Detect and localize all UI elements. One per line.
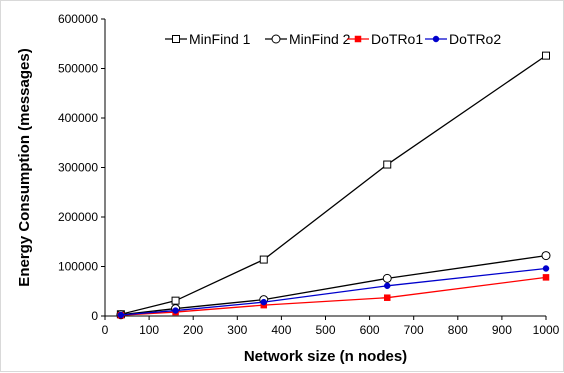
y-tick-label: 400000	[58, 111, 98, 125]
series-dotro2	[117, 265, 550, 319]
legend-item-dotro2: DoTRo2	[425, 31, 501, 47]
series-layer	[116, 51, 551, 320]
data-point-dotro2	[117, 311, 125, 319]
legend-marker-dotro1	[354, 35, 362, 43]
y-tick-label: 100000	[58, 260, 98, 274]
x-tick-label: 700	[404, 323, 424, 337]
y-tick-label: 0	[91, 309, 98, 323]
x-ticks: 0 100 200 300 400 500 600 700 800 900 1000	[102, 316, 560, 337]
y-tick-label: 200000	[58, 210, 98, 224]
x-tick-label: 600	[360, 323, 380, 337]
axes	[104, 19, 546, 317]
x-axis-title: Network size (n nodes)	[244, 348, 407, 365]
y-tick-label: 600000	[58, 12, 98, 26]
data-point-minfind-1	[383, 160, 392, 169]
x-tick-label: 500	[315, 323, 335, 337]
data-point-dotro2	[383, 282, 391, 290]
data-point-minfind-1	[542, 51, 550, 60]
legend-marker-minfind-1	[172, 35, 180, 43]
data-point-minfind-2	[382, 273, 392, 283]
x-tick-label: 100	[139, 323, 159, 337]
legend-label-minfind-2: MinFind 2	[289, 31, 351, 47]
data-point-minfind-1	[259, 255, 268, 264]
series-minfind-1	[116, 51, 550, 319]
data-point-dotro2	[260, 298, 268, 306]
y-ticks: 0 100000 200000 300000 400000 500000 600000	[58, 12, 105, 323]
x-tick-label: 400	[271, 323, 291, 337]
legend-label-minfind-1: MinFind 1	[189, 31, 251, 47]
legend-item-minfind-2: MinFind 2	[265, 31, 351, 47]
legend-label-dotro1: DoTRo1	[371, 31, 423, 47]
x-tick-label: 300	[227, 323, 247, 337]
legend-marker-dotro2	[432, 35, 440, 43]
legend-marker-minfind-2	[271, 34, 281, 44]
x-tick-label: 1000	[533, 323, 560, 337]
legend: MinFind 1 MinFind 2 DoTRo1 DoTRo2	[165, 31, 501, 47]
x-tick-label: 200	[183, 323, 203, 337]
y-axis-title: Energy Consumption (messages)	[16, 48, 33, 286]
x-tick-label: 0	[102, 323, 109, 337]
data-point-minfind-2	[541, 251, 551, 261]
data-point-dotro2	[542, 265, 550, 272]
legend-item-dotro1: DoTRo1	[347, 31, 423, 47]
legend-label-dotro2: DoTRo2	[449, 31, 501, 47]
legend-item-minfind-1: MinFind 1	[165, 31, 251, 47]
y-tick-label: 500000	[58, 62, 98, 76]
x-tick-label: 800	[448, 323, 468, 337]
x-tick-label: 900	[492, 323, 512, 337]
data-point-dotro1	[542, 274, 550, 281]
y-tick-label: 300000	[58, 161, 98, 175]
data-point-dotro1	[383, 294, 391, 301]
series-dotro1	[117, 274, 550, 319]
data-point-minfind-1	[171, 296, 180, 305]
data-point-dotro2	[172, 307, 179, 314]
